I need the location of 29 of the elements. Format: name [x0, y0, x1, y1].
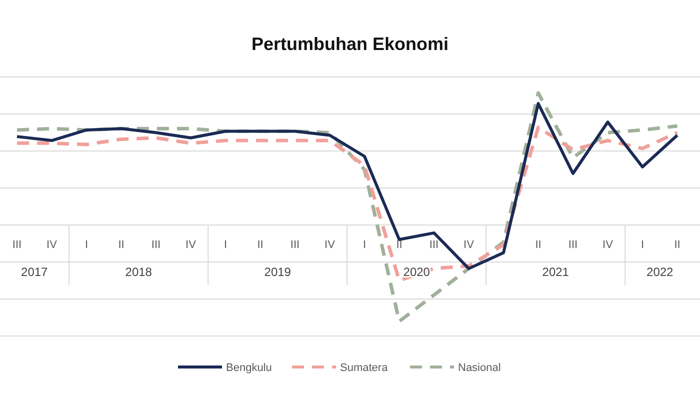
annotation: 2020: [403, 265, 430, 279]
chart-title: Pertumbuhan Ekonomi: [251, 34, 449, 54]
x-tick-label: IV: [186, 239, 197, 251]
x-tick-label: IV: [324, 239, 336, 251]
annotation: 2019: [264, 265, 292, 279]
x-tick-label: II: [396, 239, 402, 251]
x-tick-label: IV: [602, 239, 614, 251]
legend-label: Sumatera: [340, 362, 389, 374]
x-tick-label: IV: [464, 239, 475, 251]
x-tick-label: III: [290, 239, 300, 251]
x-tick-label: I: [640, 239, 644, 251]
x-tick-label: II: [118, 239, 124, 251]
annotation: 2018: [125, 265, 152, 279]
x-tick-label: III: [151, 239, 161, 251]
x-tick-label: II: [535, 239, 542, 251]
x-tick-label: III: [568, 239, 578, 251]
x-tick-label: III: [429, 239, 439, 251]
x-tick-label: II: [674, 239, 680, 251]
annotation: 2017: [21, 265, 48, 279]
legend-label: Bengkulu: [226, 362, 272, 374]
legend-label: Nasional: [458, 362, 501, 374]
x-tick-label: I: [84, 239, 88, 251]
annotation: 2022: [646, 265, 674, 279]
x-tick-label: II: [257, 239, 264, 251]
x-tick-label: I: [224, 239, 228, 251]
annotation: 2021: [542, 265, 570, 279]
x-tick-label: I: [362, 239, 366, 251]
x-tick-label: III: [12, 239, 22, 251]
x-tick-label: IV: [46, 239, 58, 251]
